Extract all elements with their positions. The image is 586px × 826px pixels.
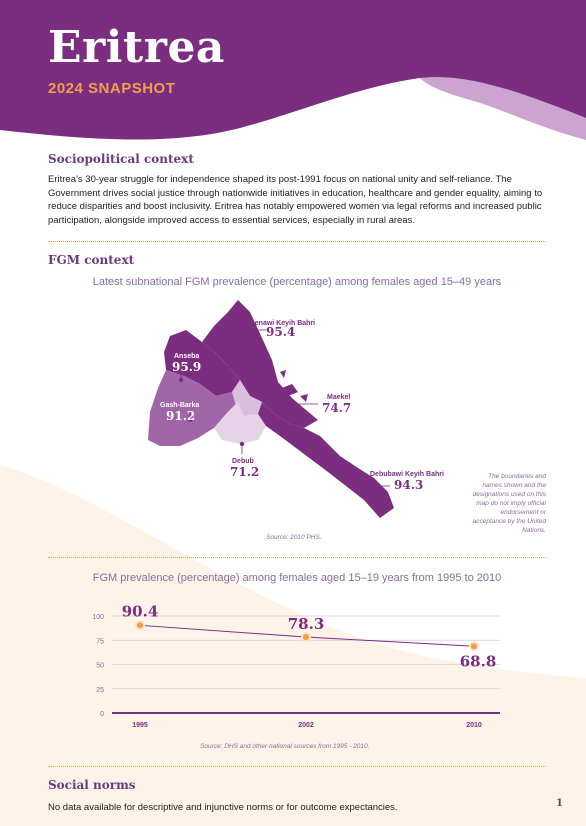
map-title: Latest subnational FGM prevalence (perce… — [92, 276, 502, 288]
sociopolitical-text: Eritrea’s 30-year struggle for independe… — [48, 174, 543, 226]
fgm-heading: FGM context — [48, 253, 135, 267]
line-chart-title: FGM prevalence (percentage) among female… — [92, 572, 502, 584]
line-chart-source: Source: DHS and other national sources f… — [200, 743, 370, 750]
header-band — [0, 0, 586, 140]
map-disclaimer: The boundaries and names shown and the d… — [472, 473, 546, 534]
page-number: 1 — [556, 798, 563, 809]
section-divider — [48, 557, 546, 558]
social-norms-heading: Social norms — [48, 778, 136, 792]
sociopolitical-heading: Sociopolitical context — [48, 152, 194, 166]
page-title: Eritrea — [48, 22, 225, 73]
header-wave-accent — [420, 77, 586, 140]
section-divider — [48, 241, 546, 242]
social-norms-text: No data available for descriptive and in… — [48, 802, 398, 813]
section-divider — [48, 766, 546, 767]
page-subtitle: 2024 SNAPSHOT — [48, 80, 176, 97]
map-source: Source: 2010 PHS. — [266, 534, 322, 541]
